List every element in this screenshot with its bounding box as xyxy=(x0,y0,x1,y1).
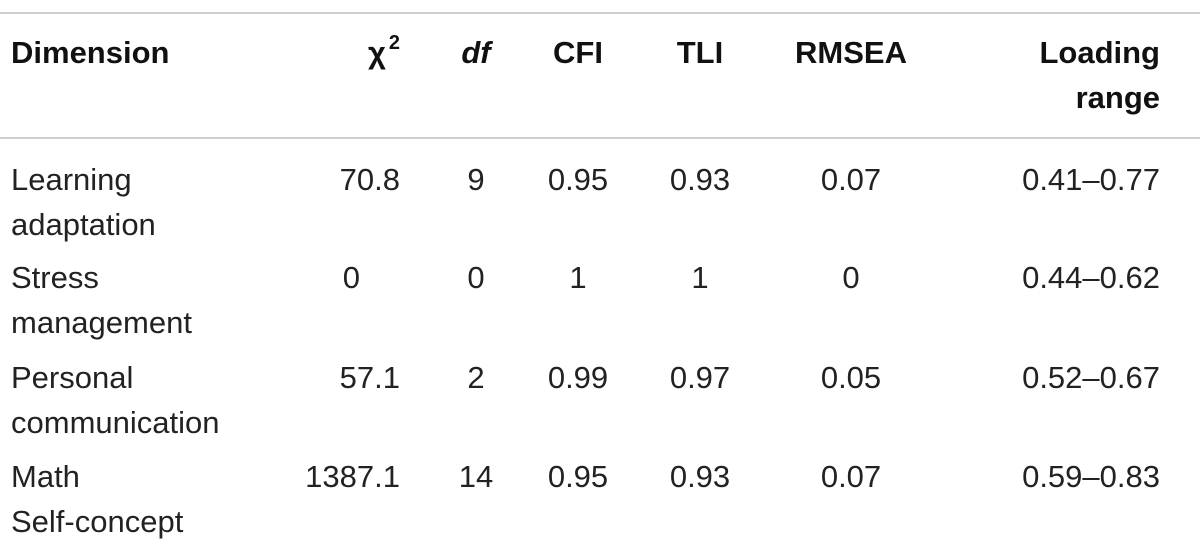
row-dimension-line1: Personal xyxy=(11,360,134,395)
row-dimension-line1: Stress xyxy=(11,260,99,295)
row-rmsea: 0 xyxy=(842,260,860,295)
row-loading-range: 0.52–0.67 xyxy=(1022,360,1160,395)
row-dimension: Personal communication xyxy=(11,355,291,445)
chi-superscript: 2 xyxy=(388,32,400,54)
row-chi2: 1387.1 xyxy=(305,459,400,494)
row-df: 2 xyxy=(467,360,485,395)
row-df: 14 xyxy=(458,459,494,494)
row-dimension-line1: Learning xyxy=(11,162,132,197)
header-cfi: CFI xyxy=(553,35,603,70)
row-df: 9 xyxy=(467,162,485,197)
row-dimension-line1: Math xyxy=(11,459,80,494)
table-header-rule xyxy=(0,137,1200,139)
header-loading-range: Loading range xyxy=(960,30,1160,120)
chi-symbol: χ xyxy=(368,35,386,70)
row-loading-range: 0.44–0.62 xyxy=(1022,260,1160,295)
row-chi2: 0 xyxy=(342,260,360,295)
header-df: df xyxy=(461,35,491,70)
row-tli: 0.93 xyxy=(669,459,731,494)
row-cfi: 0.99 xyxy=(547,360,609,395)
table-top-rule xyxy=(0,12,1200,14)
row-cfi: 1 xyxy=(569,260,587,295)
row-df: 0 xyxy=(467,260,485,295)
row-dimension: Stress management xyxy=(11,255,291,345)
row-dimension-line2: Self-concept xyxy=(11,504,184,539)
row-dimension: Math Self-concept xyxy=(11,454,291,544)
row-loading-range: 0.59–0.83 xyxy=(1022,459,1160,494)
row-rmsea: 0.07 xyxy=(820,162,882,197)
row-loading-range: 0.41–0.77 xyxy=(1022,162,1160,197)
row-chi2: 57.1 xyxy=(339,360,400,395)
header-dimension: Dimension xyxy=(11,35,170,70)
row-tli: 0.97 xyxy=(669,360,731,395)
header-loading-line2: range xyxy=(1075,80,1160,115)
row-rmsea: 0.05 xyxy=(820,360,882,395)
row-dimension-line2: management xyxy=(11,305,192,340)
row-tli: 0.93 xyxy=(669,162,731,197)
row-dimension-line2: communication xyxy=(11,405,220,440)
row-tli: 1 xyxy=(691,260,709,295)
header-rmsea: RMSEA xyxy=(795,35,907,70)
row-chi2: 70.8 xyxy=(339,162,400,197)
row-dimension: Learning adaptation xyxy=(11,157,291,247)
header-loading-line1: Loading xyxy=(1039,35,1160,70)
row-cfi: 0.95 xyxy=(547,162,609,197)
header-tli: TLI xyxy=(676,35,724,70)
row-cfi: 0.95 xyxy=(547,459,609,494)
row-rmsea: 0.07 xyxy=(820,459,882,494)
row-dimension-line2: adaptation xyxy=(11,207,156,242)
